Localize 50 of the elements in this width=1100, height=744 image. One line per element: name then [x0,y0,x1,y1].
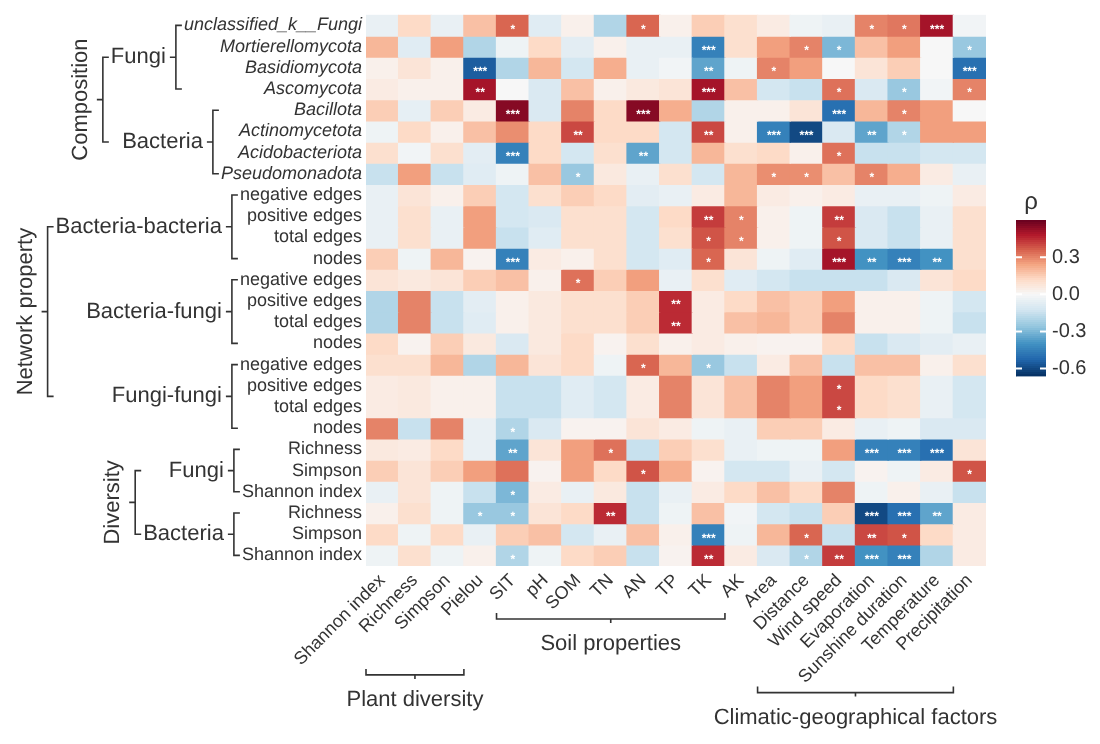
y-tick-label: negative edges [239,268,363,289]
text: Composition [68,38,93,161]
y-tick-label: Shannon index [241,480,363,501]
y-tick-label: Actinomycetota [236,120,362,141]
text: Fungi [110,45,166,70]
text: Plant diversity [346,687,485,712]
x-tick-label: TK [684,569,715,601]
x-tick-label: AN [617,569,650,602]
text: Network property [13,226,38,396]
text: Bacteria-bacteria [55,214,224,239]
y-tick-label: total edges [273,395,363,416]
y-tick-label: negative edges [239,183,363,204]
y-tick-label: Simpson [291,459,362,480]
y-tick-label: Mortierellomycota [219,35,362,56]
y-tick-label: Richness [287,501,363,522]
y-tick-label: Richness [287,438,363,459]
y-tick-label: Basidiomycota [244,56,362,77]
y-tick-label: Acidobacteriota [235,141,362,162]
y-tick-label: nodes [312,247,363,268]
text: Bacteria [122,130,205,155]
text: Bacteria-fungi [86,299,222,324]
y-tick-label: positive edges [246,289,363,310]
x-tick-label: TP [651,569,683,601]
y-tick-label: Shannon index [241,544,363,565]
x-tick-label: AK [716,569,748,601]
y-tick-label: total edges [273,226,363,247]
color-bar-title: ρ [1024,186,1039,215]
color-bar-label: -0.6 [1052,358,1088,381]
x-tick-label: TN [585,569,618,601]
y-tick-label: positive edges [246,374,363,395]
text: Fungi-fungi [111,384,222,409]
text: Diversity [101,459,126,545]
y-tick-label: nodes [312,332,363,353]
y-tick-label: Ascomycota [261,78,362,98]
y-tick-label: Simpson [291,523,362,544]
y-tick-label: Bacillota [293,99,362,120]
text: Climatic-geographical factors [713,705,999,730]
y-tick-label: total edges [273,311,363,332]
text: Bacteria [143,522,226,547]
text: Soil properties [540,632,683,657]
color-bar-label: -0.3 [1052,320,1088,343]
y-tick-label: positive edges [246,205,363,226]
y-tick-label: unclassified_k__Fungi [183,14,364,35]
color-bar-label: 0.3 [1052,246,1081,269]
y-tick-label: negative edges [239,353,363,374]
y-tick-label: nodes [312,417,363,438]
y-tick-label: Pseudomonadota [220,162,362,183]
x-tick-label: SIT [485,569,520,604]
color-bar-label: 0.0 [1052,283,1081,306]
text: Fungi [168,458,224,483]
